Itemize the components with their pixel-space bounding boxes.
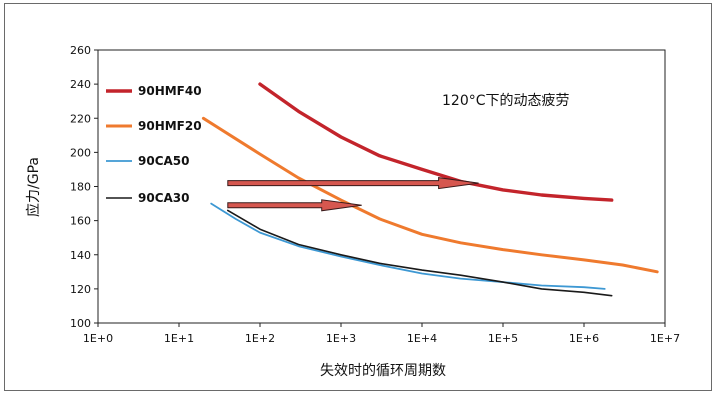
chart-frame [4, 3, 712, 391]
series-line-90ca50 [210, 202, 606, 290]
legend-label: 90CA30 [138, 191, 190, 205]
y-tick-label: 100 [70, 317, 91, 330]
y-tick-label: 160 [70, 215, 91, 228]
y-tick-label: 260 [70, 44, 91, 57]
series-line-90hmf20 [201, 116, 659, 274]
x-tick-label: 1E+5 [488, 332, 518, 345]
y-tick-label: 180 [70, 181, 91, 194]
legend-label: 90HMF40 [138, 84, 202, 98]
x-tick-label: 1E+3 [326, 332, 356, 345]
y-tick-label: 120 [70, 283, 91, 296]
chart-annotation: 120°C下的动态疲劳 [442, 92, 570, 109]
series-line-90hmf40 [258, 82, 614, 202]
x-tick-label: 1E+2 [245, 332, 275, 345]
y-tick-label: 240 [70, 78, 91, 91]
y-tick-label: 200 [70, 146, 91, 159]
x-tick-label: 1E+1 [164, 332, 194, 345]
legend-label: 90CA50 [138, 154, 190, 168]
series-line-90ca30 [227, 209, 613, 297]
x-axis-title: 失效时的循环周期数 [320, 363, 446, 379]
x-tick-label: 1E+7 [650, 332, 680, 345]
x-tick-label: 1E+4 [407, 332, 437, 345]
y-axis-title: 应力/GPa [25, 157, 42, 217]
y-tick-label: 220 [70, 112, 91, 125]
x-tick-label: 1E+6 [569, 332, 599, 345]
legend-label: 90HMF20 [138, 119, 202, 133]
x-tick-label: 1E+0 [83, 332, 113, 345]
annotation-arrow [227, 199, 362, 212]
annotation-arrow [227, 177, 479, 190]
y-tick-label: 140 [70, 249, 91, 262]
